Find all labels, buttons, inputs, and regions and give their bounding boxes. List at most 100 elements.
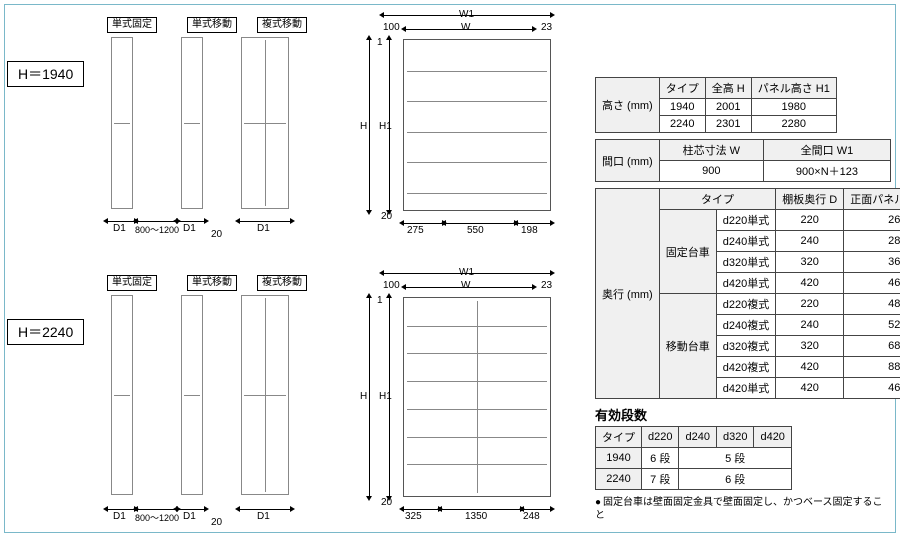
dim-fb-b1: 550 bbox=[467, 225, 484, 236]
depth-table-rowhdr: 奥行 (mm) bbox=[596, 189, 660, 399]
dt-g1r0c1: 220 bbox=[776, 294, 844, 315]
dim-gap-2: 20 bbox=[211, 517, 222, 528]
spec-tables: 高さ (mm) タイプ 全高 H パネル高さ H1 1940 2001 1980… bbox=[595, 77, 891, 522]
diagrams-area: 単式固定 単式移動 複式移動 H＝1940 D1 800～1200 bbox=[11, 11, 581, 531]
cabinet-side-C2 bbox=[241, 295, 289, 495]
dim-w-1: W bbox=[461, 22, 470, 33]
dt-g1r2c0: d320複式 bbox=[716, 336, 775, 357]
levels-table: タイプ d220 d240 d320 d420 1940 6 段 5 段 224… bbox=[595, 426, 792, 490]
dim-D1-1a: D1 bbox=[113, 223, 126, 234]
height-table: 高さ (mm) タイプ 全高 H パネル高さ H1 1940 2001 1980… bbox=[595, 77, 837, 133]
dt-g0r0c0: d220単式 bbox=[716, 210, 775, 231]
dim-1-2: 1 bbox=[377, 295, 383, 306]
dt-g0r3c2: 465 bbox=[844, 273, 900, 294]
dt-g0r1c1: 240 bbox=[776, 231, 844, 252]
dt-g1r0c0: d220複式 bbox=[716, 294, 775, 315]
height-table-rowhdr: 高さ (mm) bbox=[596, 78, 660, 133]
lt-col4: d420 bbox=[754, 427, 791, 448]
ht-r1c1: 2301 bbox=[705, 116, 751, 133]
dim-track-1: 800～1200 bbox=[135, 223, 179, 236]
lt-col1: d220 bbox=[642, 427, 679, 448]
dt-g1r2c1: 320 bbox=[776, 336, 844, 357]
lt-r0-first: 6 段 bbox=[642, 448, 679, 469]
dim-H-1: H bbox=[360, 121, 367, 132]
dt-g0r0c2: 265 bbox=[844, 210, 900, 231]
dt-g1r1c1: 240 bbox=[776, 315, 844, 336]
levels-title: 有効段数 bbox=[595, 405, 891, 424]
dim-D1-2b: D1 bbox=[183, 511, 196, 522]
front-view-h1940 bbox=[403, 39, 551, 211]
dt-col2: 正面パネル奥行 D1 bbox=[844, 189, 900, 210]
dim-H1-2: H1 bbox=[379, 391, 392, 402]
series-label-A: 単式固定 bbox=[107, 17, 157, 33]
dim-23-1: 23 bbox=[541, 22, 552, 33]
dt-g0r2c2: 365 bbox=[844, 252, 900, 273]
lt-col3: d320 bbox=[716, 427, 753, 448]
footnote: 固定台車は壁面固定金具で壁面固定し、かつベース固定すること bbox=[595, 496, 891, 522]
dt-g1r1c0: d240複式 bbox=[716, 315, 775, 336]
dt-g1r4c0: d420単式 bbox=[716, 378, 775, 399]
dt-g0r3c1: 420 bbox=[776, 273, 844, 294]
cabinet-side-A bbox=[111, 37, 133, 209]
front-view-h2240 bbox=[403, 297, 551, 497]
dim-fb-c2: 248 bbox=[523, 511, 540, 522]
dim-1-1: 1 bbox=[377, 37, 383, 48]
dim-H-2: H bbox=[360, 391, 367, 402]
ht-r0c1: 2001 bbox=[705, 99, 751, 116]
width-table: 間口 (mm) 柱芯寸法 W 全間口 W1 900 900×N＋123 bbox=[595, 139, 891, 182]
dt-g0r0c1: 220 bbox=[776, 210, 844, 231]
dim-20-1: 20 bbox=[381, 211, 392, 222]
ht-r1c2: 2280 bbox=[751, 116, 836, 133]
dt-g0r2c0: d320単式 bbox=[716, 252, 775, 273]
cabinet-row-h1940: 単式固定 単式移動 複式移動 H＝1940 D1 800～1200 bbox=[11, 11, 581, 261]
ht-r1c0: 2240 bbox=[659, 116, 705, 133]
dim-20-2: 20 bbox=[381, 497, 392, 508]
ht-r0c2: 1980 bbox=[751, 99, 836, 116]
dim-fb-b2: 1350 bbox=[465, 511, 487, 522]
wt-r0c0: 900 bbox=[659, 161, 763, 182]
h-badge-1940: H＝1940 bbox=[7, 61, 84, 87]
series-label-B: 単式移動 bbox=[187, 17, 237, 33]
dim-D1-1b: D1 bbox=[183, 223, 196, 234]
dt-g1r1c2: 525 bbox=[844, 315, 900, 336]
lt-r1-type: 2240 bbox=[596, 469, 642, 490]
ht-col0: タイプ bbox=[659, 78, 705, 99]
dim-w-2: W bbox=[461, 280, 470, 291]
dim-fb-c1: 198 bbox=[521, 225, 538, 236]
dt-g1r4c1: 420 bbox=[776, 378, 844, 399]
h-badge-2240: H＝2240 bbox=[7, 319, 84, 345]
dim-100-1: 100 bbox=[383, 22, 400, 33]
dim-D1-2c: D1 bbox=[257, 511, 270, 522]
cabinet-side-B bbox=[181, 37, 203, 209]
lt-col0: タイプ bbox=[596, 427, 642, 448]
ht-col2: パネル高さ H1 bbox=[751, 78, 836, 99]
width-table-rowhdr: 間口 (mm) bbox=[596, 140, 660, 182]
dim-D1-1c: D1 bbox=[257, 223, 270, 234]
series-label-B2: 単式移動 bbox=[187, 275, 237, 291]
wt-r0c1: 900×N＋123 bbox=[763, 161, 890, 182]
depth-table: 奥行 (mm) タイプ 棚板奥行 D 正面パネル奥行 D1 固定台車 d220単… bbox=[595, 188, 900, 399]
dim-100-2: 100 bbox=[383, 280, 400, 291]
dim-D1-2a: D1 bbox=[113, 511, 126, 522]
lt-r0-rest: 5 段 bbox=[679, 448, 791, 469]
lt-r0-type: 1940 bbox=[596, 448, 642, 469]
dt-col0: タイプ bbox=[659, 189, 775, 210]
dt-g0r3c0: d420単式 bbox=[716, 273, 775, 294]
dt-g1r2c2: 685 bbox=[844, 336, 900, 357]
dt-g0r1c2: 285 bbox=[844, 231, 900, 252]
ht-r0c0: 1940 bbox=[659, 99, 705, 116]
dt-g1r4c2: 465 bbox=[844, 378, 900, 399]
ht-col1: 全高 H bbox=[705, 78, 751, 99]
dt-g1r3c1: 420 bbox=[776, 357, 844, 378]
dt-g0r1c0: d240単式 bbox=[716, 231, 775, 252]
dim-23-2: 23 bbox=[541, 280, 552, 291]
dim-H1-1: H1 bbox=[379, 121, 392, 132]
dim-track-2: 800～1200 bbox=[135, 511, 179, 524]
dim-gap-1: 20 bbox=[211, 229, 222, 240]
dt-g1: 移動台車 bbox=[659, 294, 716, 399]
dt-g1r3c2: 885 bbox=[844, 357, 900, 378]
series-label-C2: 複式移動 bbox=[257, 275, 307, 291]
cabinet-side-A2 bbox=[111, 295, 133, 495]
series-label-A2: 単式固定 bbox=[107, 275, 157, 291]
lt-col2: d240 bbox=[679, 427, 716, 448]
